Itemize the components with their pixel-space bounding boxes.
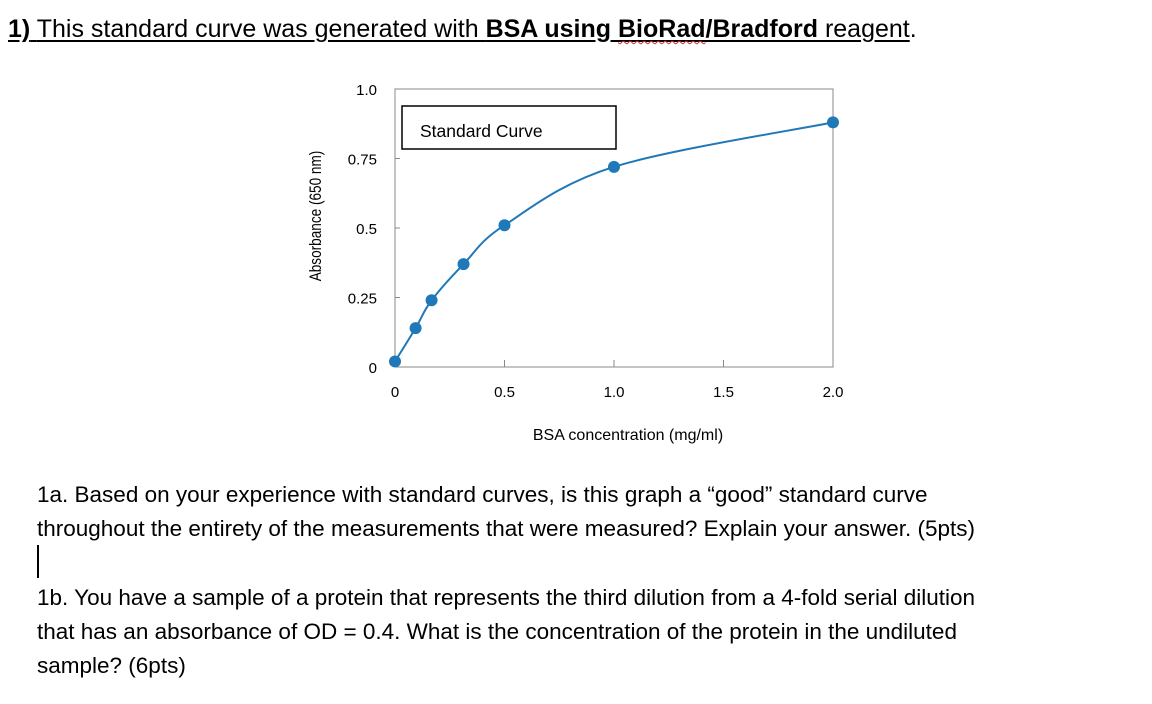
data-point <box>425 294 438 307</box>
question-1b-line-3: sample? (6pts) <box>37 653 186 678</box>
data-point <box>409 322 422 335</box>
x-tick-label: 0.5 <box>494 384 515 401</box>
text-cursor <box>37 545 39 578</box>
x-tick-labels: 0 0.5 1.0 1.5 2.0 <box>391 384 844 401</box>
x-tick-label: 2.0 <box>823 384 844 401</box>
y-axis-label: Absorbance (650 nm) <box>307 151 326 282</box>
y-tick-label: 0.5 <box>356 221 377 238</box>
heading-text-end: reagent <box>818 15 910 43</box>
title-box <box>401 105 617 150</box>
y-tick-label: 0 <box>369 360 377 377</box>
y-tick-label: 0.75 <box>348 152 377 169</box>
heading-bsa: BSA using <box>485 15 618 43</box>
data-point <box>498 219 511 232</box>
x-tick-label: 0 <box>391 384 399 401</box>
question-1b-line-1: 1b. You have a sample of a protein that … <box>37 585 976 610</box>
data-point <box>389 355 401 368</box>
standard-curve-chart: 0 0.25 0.5 0.75 1.0 0 0.5 1.0 1.5 2.0 Standard C… <box>307 82 844 444</box>
x-tick-label: 1.0 <box>604 384 625 401</box>
chart-axes <box>394 88 834 368</box>
series-curve <box>394 121 834 362</box>
data-point <box>608 160 620 173</box>
heading-bradford: /Bradford <box>705 15 819 43</box>
question-1a: 1a. Based on your experience with standa… <box>37 478 1137 546</box>
y-tick-label: 0.25 <box>348 291 377 308</box>
question-1b-line-2: that has an absorbance of OD = 0.4. What… <box>37 619 957 644</box>
question-1b: 1b. You have a sample of a protein that … <box>37 581 1137 683</box>
x-axis-label: BSA concentration (mg/ml) <box>533 427 723 444</box>
data-point <box>827 116 839 129</box>
question-1a-line-1: 1a. Based on your experience with standa… <box>37 482 928 507</box>
y-tick-labels: 0 0.25 0.5 0.75 1.0 <box>348 82 377 377</box>
question-1a-line-2: throughout the entirety of the measureme… <box>37 516 976 541</box>
question-heading: 1) This standard curve was generated wit… <box>8 14 917 44</box>
question-number: 1) <box>8 15 31 43</box>
heading-text-start: This standard curve was generated with <box>36 15 486 43</box>
data-point <box>457 258 470 271</box>
heading-biorad: BioRad <box>618 15 706 43</box>
chart-title: Standard Curve <box>420 121 543 141</box>
x-tick-label: 1.5 <box>713 384 734 401</box>
y-tick-label: 1.0 <box>356 82 377 99</box>
heading-period: . <box>909 15 917 43</box>
data-points <box>389 116 839 368</box>
